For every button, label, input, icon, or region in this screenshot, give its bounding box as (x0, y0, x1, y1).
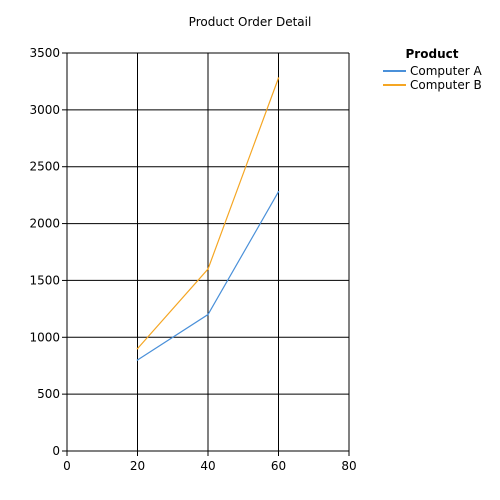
legend-label-2: Computer B (410, 78, 482, 92)
y-tick-label: 0 (52, 444, 60, 458)
grid (67, 52, 350, 451)
series-point-2 (277, 77, 280, 79)
series-lines (136, 77, 280, 361)
axes: 0 500 1000 1500 2000 2500 3000 3500 0 20 40 60 80 (29, 46, 356, 473)
y-tick-label: 3000 (29, 103, 60, 117)
x-tick-label: 20 (130, 459, 145, 473)
series-point-1 (207, 313, 209, 316)
chart-title: Product Order Detail (189, 15, 312, 29)
y-tick-label: 500 (37, 387, 60, 401)
y-tick-label: 1000 (29, 330, 60, 344)
x-tick-label: 0 (63, 459, 71, 473)
series-point-1 (277, 190, 280, 193)
y-tick-label: 3500 (29, 46, 60, 60)
x-tick-label: 80 (341, 459, 356, 473)
series-point-2 (136, 347, 139, 350)
legend-title: Product (406, 47, 459, 61)
series-point-1 (136, 359, 139, 361)
x-tick-label: 40 (200, 459, 215, 473)
y-tick-label: 1500 (29, 273, 60, 287)
y-tick-label: 2000 (29, 217, 60, 231)
y-tick-label: 2500 (29, 160, 60, 174)
series-point-2 (207, 268, 209, 270)
legend-label-1: Computer A (410, 64, 482, 78)
x-tick-label: 60 (271, 459, 286, 473)
